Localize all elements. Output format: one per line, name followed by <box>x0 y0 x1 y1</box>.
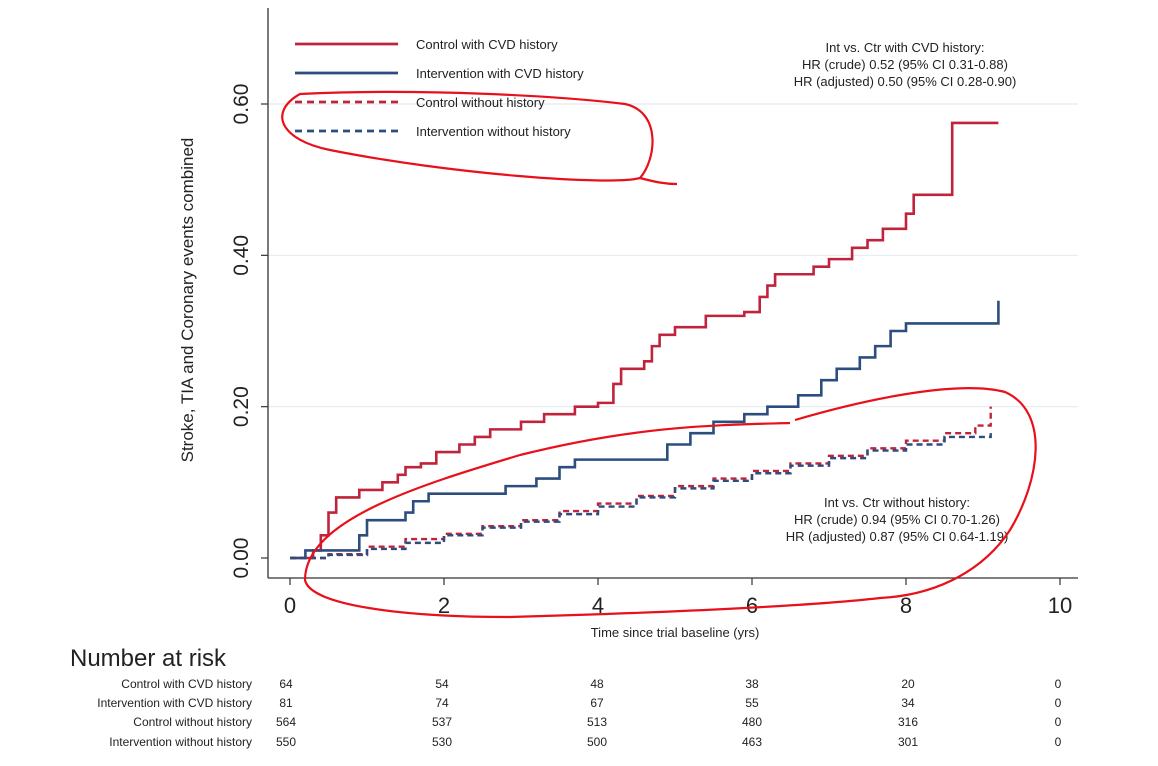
annotation-without-history-line-2: HR (crude) 0.94 (95% CI 0.70-1.26) <box>794 512 1000 527</box>
risk-row-label: Intervention without history <box>109 735 252 749</box>
hand-drawn-circle-lower <box>303 387 1037 619</box>
x-tick-label: 6 <box>746 593 758 618</box>
risk-cell: 67 <box>590 696 604 710</box>
x-tick-label: 4 <box>592 593 604 618</box>
number-at-risk-title: Number at risk <box>70 645 227 672</box>
risk-cell: 0 <box>1055 696 1062 710</box>
x-tick-label: 10 <box>1048 593 1072 618</box>
risk-cell: 20 <box>901 677 915 691</box>
risk-cell: 530 <box>432 735 452 749</box>
risk-cell: 316 <box>898 715 918 729</box>
series-line-4 <box>290 433 992 560</box>
risk-cell: 74 <box>435 696 449 710</box>
series-line-2 <box>290 300 1000 560</box>
legend-entry: Intervention with CVD history <box>416 66 584 81</box>
risk-cell: 48 <box>590 677 604 691</box>
x-tick-label: 8 <box>900 593 912 618</box>
y-tick-label: 0.00 <box>230 538 253 579</box>
risk-cell: 54 <box>435 677 449 691</box>
risk-cell: 64 <box>279 677 293 691</box>
risk-row-label: Control with CVD history <box>121 677 252 691</box>
hand-drawn-circle-legend <box>281 90 678 186</box>
y-ticks: 0.00 0.20 0.40 0.60 <box>230 84 268 579</box>
annotation-with-history: Int vs. Ctr with CVD history: HR (crude)… <box>794 40 1017 89</box>
risk-cell: 55 <box>745 696 759 710</box>
risk-cell: 500 <box>587 735 607 749</box>
risk-cell: 537 <box>432 715 452 729</box>
number-at-risk-table: Control with CVD history 64 54 48 38 20 0 Inter… <box>97 677 1061 749</box>
risk-cell: 480 <box>742 715 762 729</box>
risk-cell: 550 <box>276 735 296 749</box>
y-tick-label: 0.40 <box>230 235 253 276</box>
annotation-without-history: Int vs. Ctr without history: HR (crude) … <box>786 495 1009 544</box>
risk-row-label: Intervention with CVD history <box>97 696 252 710</box>
legend: Control with CVD history Intervention wit… <box>295 37 584 139</box>
y-axis-label: Stroke, TIA and Coronary events combined <box>178 138 197 463</box>
hand-drawn-circles <box>281 90 1037 619</box>
risk-cell: 463 <box>742 735 762 749</box>
risk-cell: 513 <box>587 715 607 729</box>
y-tick-label: 0.20 <box>230 386 253 427</box>
x-axis-label: Time since trial baseline (yrs) <box>591 625 760 640</box>
annotation-with-history-line-1: Int vs. Ctr with CVD history: <box>826 40 985 55</box>
axes <box>267 8 1078 579</box>
x-ticks: 0 2 4 6 8 10 <box>284 578 1072 618</box>
legend-entry: Control with CVD history <box>416 37 558 52</box>
annotation-with-history-line-3: HR (adjusted) 0.50 (95% CI 0.28-0.90) <box>794 74 1017 89</box>
x-tick-label: 2 <box>438 593 450 618</box>
risk-cell: 34 <box>901 696 915 710</box>
risk-cell: 0 <box>1055 735 1062 749</box>
risk-cell: 38 <box>745 677 759 691</box>
series-lines <box>290 121 1000 560</box>
legend-entry: Intervention without history <box>416 124 571 139</box>
series-line-1 <box>290 121 999 560</box>
risk-cell: 0 <box>1055 715 1062 729</box>
risk-cell: 564 <box>276 715 296 729</box>
legend-entry: Control without history <box>416 95 545 110</box>
grid-lines <box>269 103 1078 408</box>
annotation-without-history-line-3: HR (adjusted) 0.87 (95% CI 0.64-1.19) <box>786 529 1009 544</box>
risk-cell: 0 <box>1055 677 1062 691</box>
annotation-with-history-line-2: HR (crude) 0.52 (95% CI 0.31-0.88) <box>802 57 1008 72</box>
x-tick-label: 0 <box>284 593 296 618</box>
series-line-3 <box>290 406 992 560</box>
risk-cell: 301 <box>898 735 918 749</box>
risk-row-label: Control without history <box>133 715 252 729</box>
annotation-without-history-line-1: Int vs. Ctr without history: <box>824 495 970 510</box>
risk-cell: 81 <box>279 696 293 710</box>
y-tick-label: 0.60 <box>230 84 253 125</box>
